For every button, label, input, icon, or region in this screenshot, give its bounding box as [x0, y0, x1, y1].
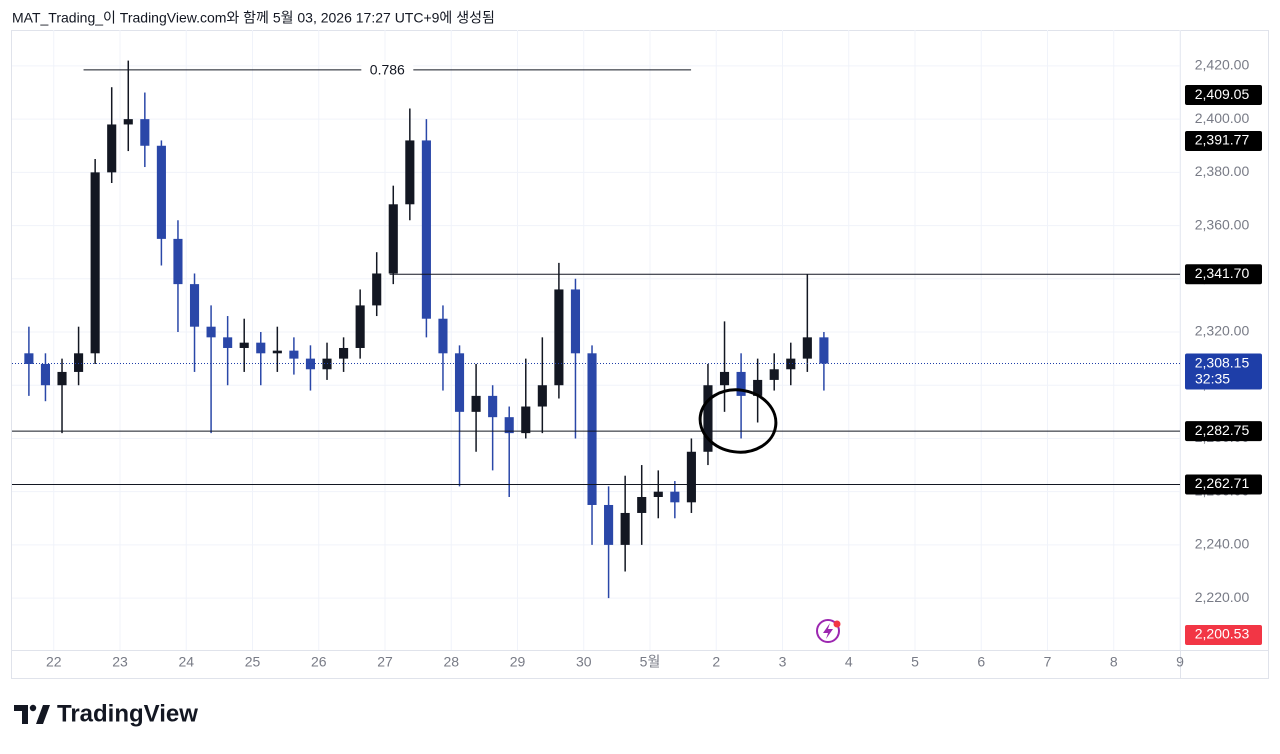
level-label-box: [1185, 264, 1262, 285]
candle-body: [372, 273, 382, 306]
candle-body: [620, 512, 630, 545]
low-label: 2,200.53: [1195, 626, 1250, 642]
candle-body: [819, 337, 829, 364]
chart-title: MAT_Trading_이 TradingView.com와 함께 5월 03,…: [12, 10, 495, 26]
x-tick-label: 2: [712, 654, 720, 670]
x-tick-label: 9: [1176, 654, 1184, 670]
x-tick-label: 27: [377, 654, 393, 670]
y-tick-label: 2,320.00: [1195, 323, 1250, 339]
candle-body: [802, 337, 812, 359]
candle-body: [289, 350, 299, 359]
x-tick-label: 23: [112, 654, 128, 670]
x-tick-label: 5: [911, 654, 919, 670]
fib-label: 0.786: [370, 62, 405, 78]
y-tick-label: 2,360.00: [1195, 216, 1250, 232]
x-tick-label: 30: [576, 654, 592, 670]
price-label-box: [1185, 85, 1262, 106]
y-tick-label: 2,240.00: [1195, 536, 1250, 552]
x-tick-label: 22: [46, 654, 62, 670]
candle-body: [421, 140, 431, 319]
candle-body: [703, 385, 713, 452]
candle-body: [173, 238, 183, 285]
logo: TradingView: [14, 700, 198, 727]
candle-body: [256, 342, 266, 354]
candle-body: [405, 140, 415, 205]
y-tick-label: 2,220.00: [1195, 589, 1250, 605]
candle-body: [670, 491, 680, 503]
candle-body: [438, 318, 448, 354]
price-label-box: [1185, 131, 1262, 152]
low-label-box: [1185, 625, 1262, 645]
candle-body: [107, 124, 117, 173]
countdown: 32:35: [1195, 370, 1230, 386]
y-tick-label: 2,380.00: [1195, 163, 1250, 179]
level-label-box: [1185, 474, 1262, 495]
candle-body: [239, 342, 249, 348]
candle-body: [604, 504, 614, 545]
price-label: 2,391.77: [1195, 132, 1250, 148]
candle-body: [736, 371, 746, 396]
candle-body: [355, 305, 365, 348]
candle-body: [769, 369, 779, 380]
x-tick-label: 29: [510, 654, 526, 670]
candle-body: [74, 353, 84, 372]
candle-body: [570, 289, 581, 354]
level-label: 2,341.70: [1195, 265, 1250, 281]
candle-body: [24, 353, 34, 364]
candle-body: [537, 385, 547, 407]
x-tick-label: 25: [245, 654, 261, 670]
current-price-box: [1185, 353, 1262, 390]
candle-body: [140, 119, 150, 146]
candle-body: [753, 379, 763, 396]
candle-body: [454, 353, 465, 412]
x-tick-label: 8: [1110, 654, 1118, 670]
y-tick-label: 2,400.00: [1195, 110, 1250, 126]
frame: [11, 30, 1269, 679]
candle-body: [471, 395, 481, 412]
x-tick-label: 7: [1044, 654, 1052, 670]
candle-body: [521, 406, 531, 434]
candle-body: [305, 358, 316, 370]
candle-body: [637, 496, 647, 513]
candle-body: [786, 358, 796, 370]
candle-body: [686, 451, 696, 503]
current-price-label: 2,308.15: [1195, 354, 1250, 370]
candle-body: [388, 204, 398, 274]
level-label-box: [1185, 421, 1262, 442]
annotation-circle: [698, 388, 778, 454]
x-tick-label: 6: [977, 654, 985, 670]
level-label: 2,282.75: [1195, 422, 1250, 438]
candle-body: [40, 363, 51, 386]
candle-body: [57, 371, 67, 386]
candle-body: [223, 337, 233, 348]
x-tick-label: 24: [178, 654, 194, 670]
candle-body: [719, 371, 730, 386]
x-tick-label: 28: [443, 654, 459, 670]
candle-body: [156, 145, 166, 239]
price-label: 2,409.05: [1195, 86, 1250, 102]
candle-body: [123, 119, 133, 125]
candle-body: [653, 491, 663, 497]
brand: TradingView: [57, 700, 198, 727]
x-tick-label: 4: [845, 654, 853, 670]
level-label: 2,262.71: [1195, 475, 1250, 491]
candle-body: [90, 172, 100, 354]
candle-body: [272, 350, 282, 354]
candle-body: [587, 353, 597, 505]
x-tick-label: 5월: [640, 654, 661, 670]
snapshot-icon: [816, 619, 841, 643]
candle-body: [488, 395, 498, 418]
x-tick-label: 26: [311, 654, 327, 670]
candle-body: [554, 289, 564, 386]
candle-body: [189, 284, 200, 327]
x-tick-label: 3: [779, 654, 787, 670]
candle-body: [206, 326, 216, 338]
fib-label-bg: [361, 60, 414, 79]
candle-body: [504, 417, 514, 434]
candle-body: [339, 347, 349, 359]
y-tick-label: 2,420.00: [1195, 57, 1250, 73]
